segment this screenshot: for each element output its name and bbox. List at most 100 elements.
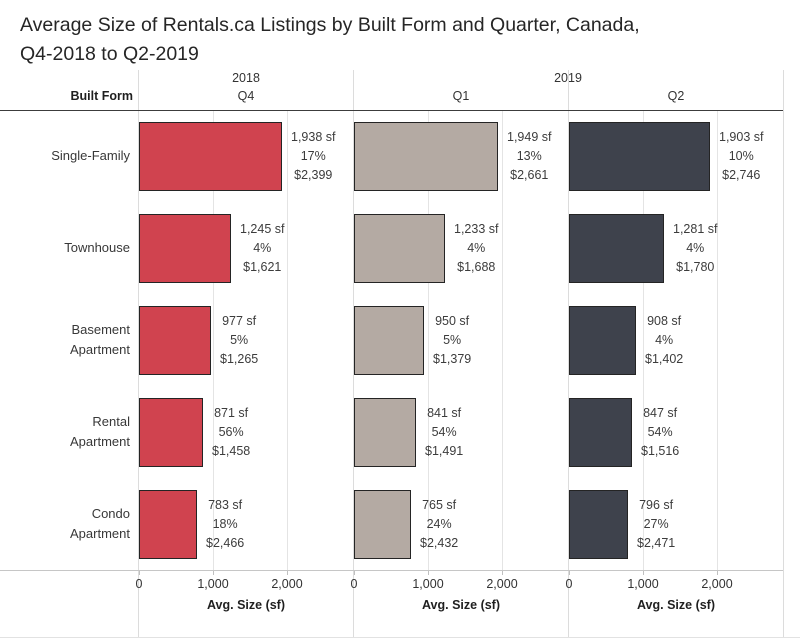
bar-label-condo-apartment-q1: 765 sf 24% $2,432 xyxy=(420,496,458,553)
bar-condo-apartment-q2[interactable] xyxy=(569,490,628,559)
bar-label-townhouse-q1: 1,233 sf 4% $1,688 xyxy=(454,220,498,277)
axis-tick-label: 2,000 xyxy=(486,577,518,591)
bar-basement-apartment-q1[interactable] xyxy=(354,306,424,375)
bar-label-sf: 871 sf xyxy=(214,406,249,420)
x-axis-title: Avg. Size (sf) xyxy=(636,598,716,612)
bar-label-sf: 1,949 sf xyxy=(507,130,552,144)
row-label-condo-apartment[interactable]: Condo Apartment xyxy=(70,506,130,541)
bar-label-rent: $2,399 xyxy=(294,168,333,182)
bar-label-rent: $1,516 xyxy=(641,444,680,458)
axis-tick-label: 2,000 xyxy=(271,577,303,591)
bar-label-pct: 4% xyxy=(686,241,705,255)
bar-label-pct: 54% xyxy=(647,425,673,439)
axis-tick-label: 2,000 xyxy=(701,577,733,591)
bar-basement-apartment-q4[interactable] xyxy=(139,306,211,375)
axis-tick-label: 1,000 xyxy=(197,577,229,591)
bar-label-rent: $1,491 xyxy=(425,444,464,458)
bar-label-basement-apartment-q1: 950 sf 5% $1,379 xyxy=(433,312,471,369)
gridline xyxy=(428,111,429,570)
axis-tick-label: 1,000 xyxy=(627,577,659,591)
bar-label-sf: 783 sf xyxy=(208,498,243,512)
axis-tick-mark xyxy=(213,571,214,575)
bar-label-pct: 5% xyxy=(443,333,462,347)
bar-label-sf: 908 sf xyxy=(647,314,682,328)
bar-single-family-q4[interactable] xyxy=(139,122,282,191)
bar-label-sf: 1,938 sf xyxy=(291,130,336,144)
x-axis-line xyxy=(0,570,783,571)
quarter-header-q4[interactable]: Q4 xyxy=(237,89,255,103)
axis-tick-mark xyxy=(502,571,503,575)
bar-label-rental-apartment-q1: 841 sf 54% $1,491 xyxy=(425,404,463,461)
bar-label-basement-apartment-q2: 908 sf 4% $1,402 xyxy=(645,312,683,369)
axis-tick-mark xyxy=(139,571,140,575)
bar-label-condo-apartment-q4: 783 sf 18% $2,466 xyxy=(206,496,244,553)
bar-label-rent: $2,466 xyxy=(206,536,245,550)
gutter-divider-line xyxy=(138,70,139,637)
bar-label-sf: 977 sf xyxy=(222,314,257,328)
bar-rental-apartment-q1[interactable] xyxy=(354,398,416,467)
bar-label-sf: 847 sf xyxy=(643,406,678,420)
gridline xyxy=(643,111,644,570)
quarter-header-q1[interactable]: Q1 xyxy=(452,89,470,103)
bar-label-pct: 4% xyxy=(655,333,674,347)
axis-tick-label: 0 xyxy=(135,577,143,591)
axis-tick-label: 0 xyxy=(350,577,358,591)
bar-label-rent: $1,621 xyxy=(243,260,282,274)
x-axis-title: Avg. Size (sf) xyxy=(421,598,501,612)
axis-tick-mark xyxy=(428,571,429,575)
bar-label-pct: 27% xyxy=(643,517,669,531)
bar-label-pct: 17% xyxy=(300,149,326,163)
bar-label-rent: $2,471 xyxy=(637,536,676,550)
bar-label-single-family-q4: 1,938 sf 17% $2,399 xyxy=(291,128,335,185)
chart-title-line1: Average Size of Rentals.ca Listings by B… xyxy=(20,14,640,36)
built-form-column-header: Built Form xyxy=(70,89,134,103)
header-divider-line xyxy=(0,110,783,111)
bar-label-pct: 13% xyxy=(516,149,542,163)
bar-label-rent: $1,379 xyxy=(433,352,472,366)
bar-label-rental-apartment-q4: 871 sf 56% $1,458 xyxy=(212,404,250,461)
bar-single-family-q2[interactable] xyxy=(569,122,710,191)
bar-label-sf: 950 sf xyxy=(435,314,470,328)
row-label-townhouse[interactable]: Townhouse xyxy=(64,240,130,255)
bar-label-rent: $2,432 xyxy=(420,536,459,550)
bar-rental-apartment-q4[interactable] xyxy=(139,398,203,467)
bar-single-family-q1[interactable] xyxy=(354,122,498,191)
axis-tick-mark xyxy=(569,571,570,575)
row-label-single-family[interactable]: Single-Family xyxy=(51,148,130,163)
bar-label-rental-apartment-q2: 847 sf 54% $1,516 xyxy=(641,404,679,461)
bar-rental-apartment-q2[interactable] xyxy=(569,398,632,467)
bar-label-pct: 4% xyxy=(253,241,272,255)
bar-label-pct: 56% xyxy=(218,425,244,439)
bar-label-single-family-q2: 1,903 sf 10% $2,746 xyxy=(719,128,763,185)
bar-townhouse-q4[interactable] xyxy=(139,214,231,283)
quarter-header-q2[interactable]: Q2 xyxy=(667,89,685,103)
row-label-basement-apartment[interactable]: Basement Apartment xyxy=(70,322,130,357)
bar-basement-apartment-q2[interactable] xyxy=(569,306,636,375)
chart-bottom-border xyxy=(0,637,800,638)
bar-label-sf: 765 sf xyxy=(422,498,457,512)
bar-condo-apartment-q1[interactable] xyxy=(354,490,411,559)
gridline xyxy=(287,111,288,570)
row-label-rental-apartment[interactable]: Rental Apartment xyxy=(70,414,130,449)
bar-label-basement-apartment-q4: 977 sf 5% $1,265 xyxy=(220,312,258,369)
bar-label-sf: 1,245 sf xyxy=(240,222,285,236)
bar-townhouse-q2[interactable] xyxy=(569,214,664,283)
panel-divider-q4-q1 xyxy=(353,70,354,637)
bar-label-sf: 1,233 sf xyxy=(454,222,499,236)
bar-label-sf: 796 sf xyxy=(639,498,674,512)
gridline xyxy=(213,111,214,570)
panel-right-border xyxy=(783,70,784,637)
bar-label-condo-apartment-q2: 796 sf 27% $2,471 xyxy=(637,496,675,553)
bar-label-rent: $1,458 xyxy=(212,444,251,458)
bar-label-pct: 24% xyxy=(426,517,452,531)
bar-label-pct: 10% xyxy=(728,149,754,163)
axis-tick-mark xyxy=(287,571,288,575)
bar-label-townhouse-q4: 1,245 sf 4% $1,621 xyxy=(240,220,284,277)
bar-townhouse-q1[interactable] xyxy=(354,214,445,283)
bar-label-rent: $2,661 xyxy=(510,168,549,182)
year-header-2018[interactable]: 2018 xyxy=(232,71,260,85)
bar-condo-apartment-q4[interactable] xyxy=(139,490,197,559)
bar-label-rent: $1,688 xyxy=(457,260,496,274)
axis-tick-mark xyxy=(643,571,644,575)
panel-divider-q1-q2 xyxy=(568,70,569,637)
